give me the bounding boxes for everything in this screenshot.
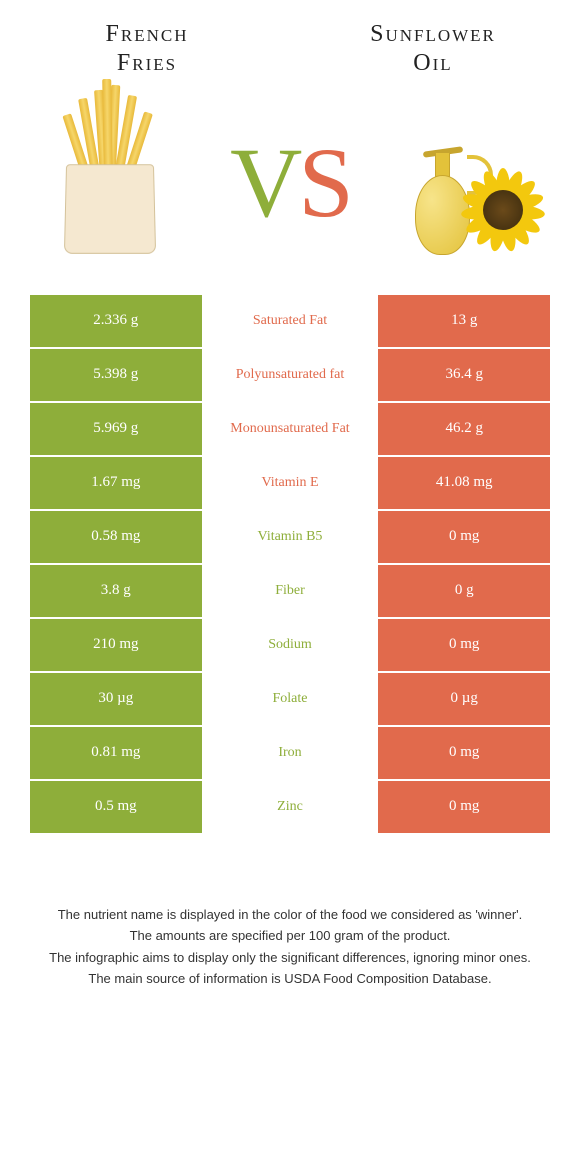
left-value-cell: 0.5 mg: [30, 781, 202, 833]
right-value-cell: 36.4 g: [378, 349, 550, 401]
nutrient-label-cell: Iron: [202, 727, 379, 779]
left-value-cell: 1.67 mg: [30, 457, 202, 509]
table-row: 5.969 gMonounsaturated Fat46.2 g: [30, 403, 550, 455]
table-row: 30 µgFolate0 µg: [30, 673, 550, 725]
right-value-cell: 0 mg: [378, 511, 550, 563]
comparison-table: 2.336 gSaturated Fat13 g5.398 gPolyunsat…: [30, 293, 550, 835]
left-value-cell: 3.8 g: [30, 565, 202, 617]
footnote-line: The amounts are specified per 100 gram o…: [30, 926, 550, 946]
left-value-cell: 0.81 mg: [30, 727, 202, 779]
right-value-cell: 0 mg: [378, 619, 550, 671]
table-row: 2.336 gSaturated Fat13 g: [30, 295, 550, 347]
footnote-line: The infographic aims to display only the…: [30, 948, 550, 968]
footnote-line: The main source of information is USDA F…: [30, 969, 550, 989]
table-row: 0.81 mgIron0 mg: [30, 727, 550, 779]
nutrient-label-cell: Monounsaturated Fat: [202, 403, 379, 455]
right-value-cell: 0 g: [378, 565, 550, 617]
right-value-cell: 41.08 mg: [378, 457, 550, 509]
left-value-cell: 30 µg: [30, 673, 202, 725]
nutrient-label-cell: Vitamin B5: [202, 511, 379, 563]
table-row: 1.67 mgVitamin E41.08 mg: [30, 457, 550, 509]
titles-row: French Fries Sunflower Oil: [30, 20, 550, 78]
right-title-line1: Sunflower: [316, 20, 550, 49]
right-value-cell: 13 g: [378, 295, 550, 347]
right-value-cell: 0 µg: [378, 673, 550, 725]
images-row: VS: [30, 93, 550, 273]
table-row: 210 mgSodium0 mg: [30, 619, 550, 671]
right-food-title: Sunflower Oil: [316, 20, 550, 78]
nutrient-label-cell: Polyunsaturated fat: [202, 349, 379, 401]
footnote-line: The nutrient name is displayed in the co…: [30, 905, 550, 925]
left-food-title: French Fries: [30, 20, 264, 78]
left-value-cell: 2.336 g: [30, 295, 202, 347]
nutrient-label-cell: Zinc: [202, 781, 379, 833]
left-title-line2: Fries: [30, 49, 264, 78]
nutrient-label-cell: Sodium: [202, 619, 379, 671]
infographic-container: French Fries Sunflower Oil VS: [0, 0, 580, 1174]
right-title-line2: Oil: [316, 49, 550, 78]
nutrient-label-cell: Vitamin E: [202, 457, 379, 509]
vs-s: S: [298, 125, 350, 240]
table-row: 3.8 gFiber0 g: [30, 565, 550, 617]
sunflower-oil-image: [390, 103, 550, 263]
table-row: 0.58 mgVitamin B50 mg: [30, 511, 550, 563]
table-row: 5.398 gPolyunsaturated fat36.4 g: [30, 349, 550, 401]
right-value-cell: 0 mg: [378, 781, 550, 833]
left-title-line1: French: [30, 20, 264, 49]
right-value-cell: 46.2 g: [378, 403, 550, 455]
table-row: 0.5 mgZinc0 mg: [30, 781, 550, 833]
sunflower-icon: [455, 163, 550, 258]
left-value-cell: 0.58 mg: [30, 511, 202, 563]
vs-label: VS: [215, 125, 365, 240]
nutrient-label-cell: Saturated Fat: [202, 295, 379, 347]
french-fries-image: [30, 103, 190, 263]
left-value-cell: 210 mg: [30, 619, 202, 671]
footnotes: The nutrient name is displayed in the co…: [30, 905, 550, 991]
left-value-cell: 5.969 g: [30, 403, 202, 455]
left-value-cell: 5.398 g: [30, 349, 202, 401]
nutrient-label-cell: Fiber: [202, 565, 379, 617]
nutrient-label-cell: Folate: [202, 673, 379, 725]
right-value-cell: 0 mg: [378, 727, 550, 779]
vs-v: V: [230, 125, 298, 240]
